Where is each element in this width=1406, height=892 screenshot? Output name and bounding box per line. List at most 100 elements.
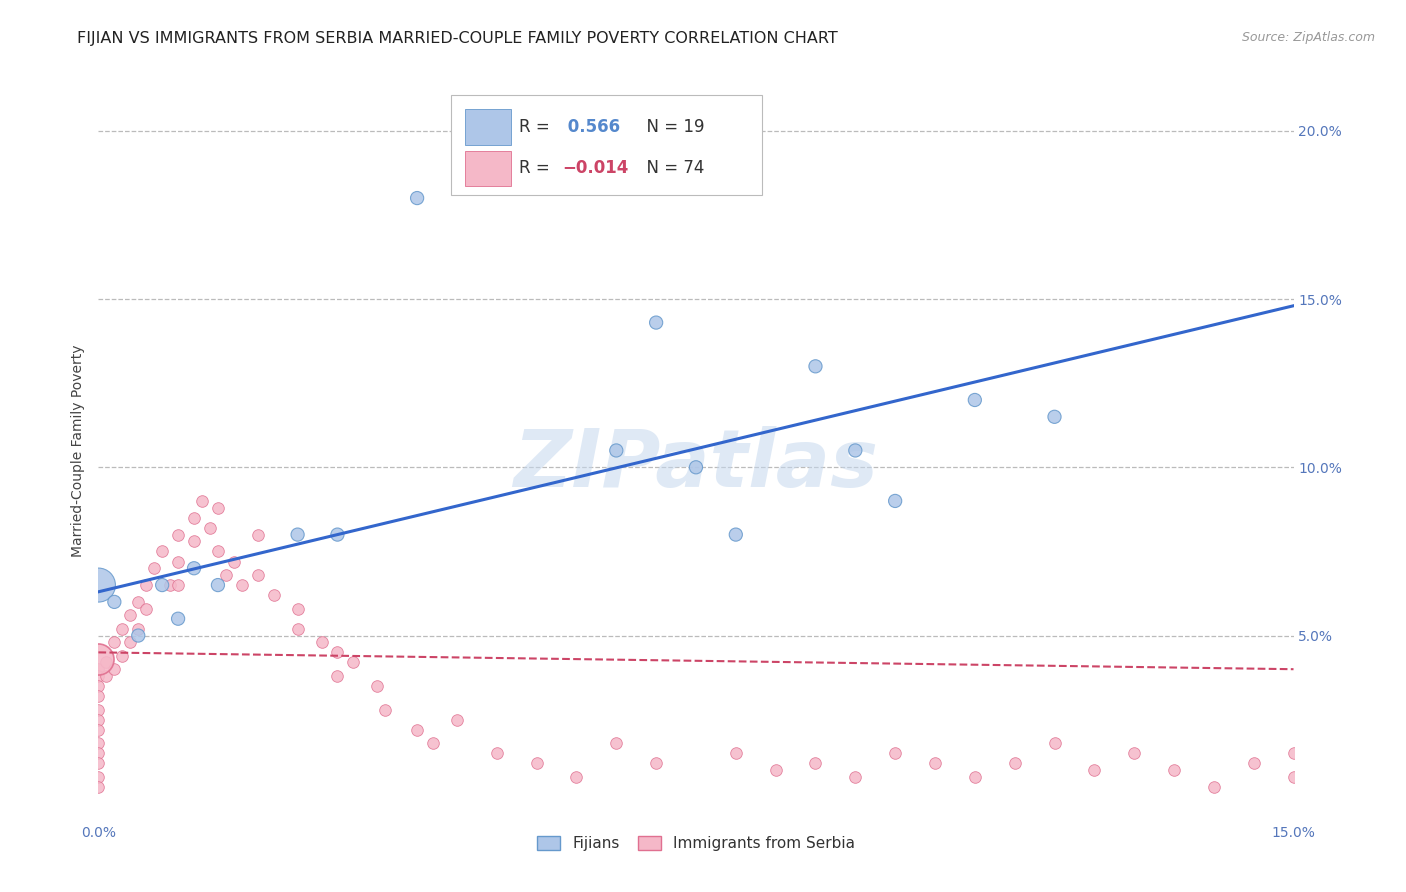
Point [96,656,118,670]
Point [150,578,173,592]
Point [120,635,142,649]
Point [246,568,269,582]
Point [287,601,309,615]
Point [645,756,668,771]
Point [127,595,149,609]
Text: ZIPatlas: ZIPatlas [513,426,879,504]
Point [804,756,827,771]
Point [1282,747,1305,761]
Point [127,628,149,642]
Point [724,747,747,761]
Point [963,392,986,407]
Point [374,703,396,717]
Point [87,723,110,737]
Point [207,578,229,592]
Point [127,622,149,636]
Point [311,635,333,649]
Point [183,534,205,549]
Point [844,443,866,458]
Point [884,747,907,761]
Point [87,770,110,784]
Text: Source: ZipAtlas.com: Source: ZipAtlas.com [1241,31,1375,45]
Point [485,747,508,761]
Point [183,510,205,524]
Point [645,316,668,330]
Point [326,645,349,659]
Point [143,561,166,575]
Text: N = 19: N = 19 [636,118,704,136]
Y-axis label: Married-Couple Family Poverty: Married-Couple Family Poverty [72,344,86,557]
Point [87,713,110,727]
Point [103,662,125,676]
Point [167,578,190,592]
Point [406,723,429,737]
Point [406,191,429,205]
Point [87,689,110,703]
Point [103,595,125,609]
Point [87,669,110,683]
Text: FIJIAN VS IMMIGRANTS FROM SERBIA MARRIED-COUPLE FAMILY POVERTY CORRELATION CHART: FIJIAN VS IMMIGRANTS FROM SERBIA MARRIED… [77,31,838,46]
FancyBboxPatch shape [465,151,510,186]
Point [246,527,269,541]
Point [963,770,986,784]
FancyBboxPatch shape [465,109,510,145]
Point [844,770,866,784]
Point [326,527,349,541]
Text: 0.566: 0.566 [562,118,620,136]
Point [765,763,787,777]
Point [605,443,627,458]
Point [605,736,627,750]
Point [87,679,110,693]
Point [1083,763,1105,777]
Point [565,770,588,784]
Point [422,736,444,750]
Point [135,578,157,592]
Text: R =: R = [519,118,555,136]
Point [1004,756,1026,771]
Point [87,780,110,794]
Point [1202,780,1225,794]
Text: R =: R = [519,160,555,178]
Point [924,756,946,771]
Point [1043,409,1066,424]
Point [207,500,229,515]
Point [167,554,190,569]
Point [87,578,110,592]
Point [167,527,190,541]
Point [526,756,548,771]
Point [167,612,190,626]
Point [87,756,110,771]
Point [326,669,349,683]
Point [198,521,221,535]
Point [87,736,110,750]
Point [804,359,827,374]
Point [111,622,134,636]
Point [135,601,157,615]
Point [342,656,364,670]
Point [884,494,907,508]
Point [724,527,747,541]
Point [87,747,110,761]
Point [111,648,134,663]
Point [120,608,142,623]
Point [207,544,229,558]
Point [191,494,214,508]
Point [685,460,707,475]
Text: −0.014: −0.014 [562,160,628,178]
Point [96,669,118,683]
Point [87,662,110,676]
Text: N = 74: N = 74 [636,160,704,178]
Point [263,588,285,602]
Point [287,622,309,636]
Point [1123,747,1146,761]
Point [103,635,125,649]
Point [159,578,181,592]
Point [446,713,468,727]
Point [1163,763,1185,777]
FancyBboxPatch shape [451,95,762,195]
Point [222,554,245,569]
Point [87,652,110,666]
Point [1243,756,1265,771]
Point [1043,736,1066,750]
Point [366,679,388,693]
